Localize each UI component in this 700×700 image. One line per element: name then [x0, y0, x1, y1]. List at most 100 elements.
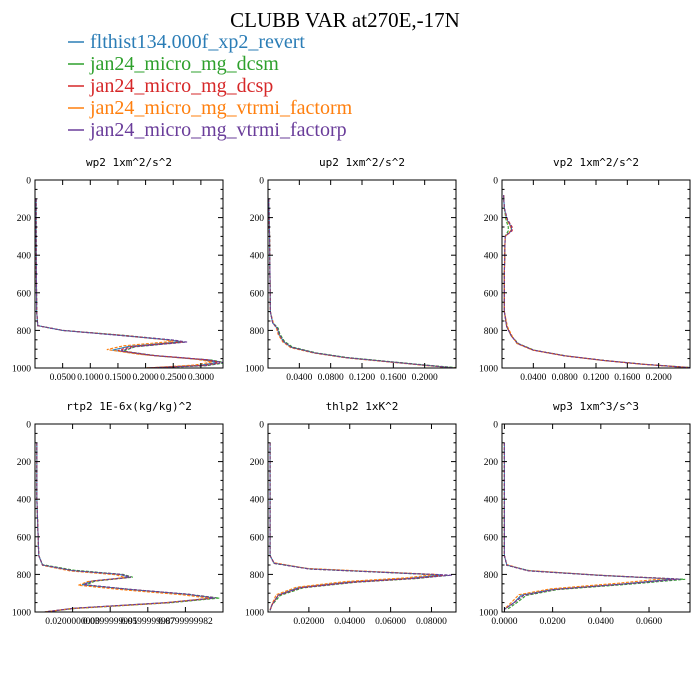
x-tick-label: 0.0800 [552, 373, 578, 383]
x-tick-label: 0.0800 [318, 373, 344, 383]
x-tick-label: 0.0400 [520, 373, 546, 383]
x-tick-label: 0.1200 [583, 373, 609, 383]
y-tick-label: 1000 [12, 365, 31, 375]
series-line-5 [269, 442, 452, 611]
y-tick-label: 400 [484, 252, 499, 262]
y-tick-label: 0 [259, 421, 264, 431]
series-line-3 [503, 442, 679, 610]
series-line-3 [269, 442, 446, 611]
y-tick-label: 1000 [245, 365, 264, 375]
x-tick-label: 0.0400 [588, 617, 614, 627]
panel-grid: wp2 1xm^2/s^2 0 200 400 600 800 1000 0.0500 0.10… [12, 156, 691, 627]
x-tick-label: 0.1600 [614, 373, 640, 383]
panel-title: wp2 1xm^2/s^2 [86, 156, 172, 169]
series-line-5 [35, 198, 223, 368]
series-line-4 [35, 198, 213, 368]
panel-title: wp3 1xm^3/s^3 [553, 400, 639, 413]
x-tick-label: 0.0000 [491, 617, 517, 627]
y-tick-label: 1000 [479, 609, 498, 619]
plot-frame [267, 179, 457, 369]
series-line-4 [268, 198, 456, 368]
y-tick-label: 200 [17, 458, 32, 468]
legend-entry: jan24_micro_mg_dcsm [89, 53, 279, 75]
y-tick-label: 200 [250, 214, 265, 224]
y-tick-label: 800 [17, 571, 32, 581]
series-line-4 [503, 195, 690, 368]
series-line-2 [503, 195, 690, 368]
series-group [503, 195, 690, 368]
plot-frame [34, 179, 224, 369]
series-line-3 [35, 198, 221, 368]
y-tick-label: 1000 [479, 365, 498, 375]
x-tick-label: 0.2500 [160, 373, 186, 383]
series-line-2 [35, 198, 223, 368]
x-tick-label: 0.1500 [105, 373, 131, 383]
y-tick-label: 600 [250, 533, 265, 543]
y-tick-label: 400 [17, 496, 32, 506]
series-group [268, 198, 456, 368]
y-tick-label: 0 [493, 177, 498, 187]
plot-frame [501, 423, 691, 613]
y-tick-label: 600 [484, 533, 499, 543]
legend: flthist134.000f_xp2_revertjan24_micro_mg… [68, 31, 353, 141]
series-line-3 [268, 198, 456, 368]
x-tick-label: 0.1600 [380, 373, 406, 383]
panel-title: vp2 1xm^2/s^2 [553, 156, 639, 169]
series-line-3 [503, 195, 690, 368]
x-tick-label: 0.2000 [412, 373, 438, 383]
series-line-1 [36, 442, 214, 612]
y-tick-label: 1000 [12, 609, 31, 619]
y-tick-label: 600 [17, 533, 32, 543]
legend-entry: jan24_micro_mg_vtrmi_factorp [89, 119, 347, 141]
panel-5: thlp2 1xK^2 0 200 400 600 800 1000 0.02000 0.040… [245, 400, 457, 627]
y-tick-label: 0 [26, 421, 31, 431]
x-tick-label: 0.3000 [188, 373, 214, 383]
plot-frame [267, 423, 457, 613]
panel-3: vp2 1xm^2/s^2 0 200 400 600 800 1000 0.0400 0.08… [479, 156, 691, 383]
panel-title: up2 1xm^2/s^2 [319, 156, 405, 169]
series-line-5 [503, 195, 690, 368]
y-tick-label: 200 [250, 458, 265, 468]
x-tick-label: 0.08000 [416, 617, 447, 627]
series-line-1 [503, 195, 690, 368]
figure-title: CLUBB VAR at270E,-17N [230, 8, 460, 32]
y-tick-label: 200 [484, 214, 499, 224]
series-line-1 [35, 198, 218, 368]
series-line-2 [36, 442, 220, 612]
y-tick-label: 0 [26, 177, 31, 187]
y-tick-label: 800 [250, 327, 265, 337]
panel-title: thlp2 1xK^2 [326, 400, 399, 413]
y-tick-label: 600 [17, 289, 32, 299]
y-tick-label: 1000 [245, 609, 264, 619]
series-line-5 [268, 198, 456, 368]
x-tick-label: 0.2000 [133, 373, 159, 383]
series-line-1 [269, 442, 442, 611]
y-tick-label: 0 [493, 421, 498, 431]
x-tick-label: 0.0600 [636, 617, 662, 627]
x-tick-label: 0.06000 [375, 617, 406, 627]
x-tick-label: 0.2000 [646, 373, 672, 383]
y-tick-label: 400 [484, 496, 499, 506]
series-line-4 [36, 442, 210, 612]
x-tick-label: 0.0400 [286, 373, 312, 383]
legend-entry: jan24_micro_mg_dcsp [89, 75, 273, 97]
series-group [269, 442, 452, 611]
series-line-4 [503, 442, 666, 610]
series-line-1 [268, 198, 456, 368]
x-tick-label: 0.0399999991 [83, 617, 138, 627]
series-line-2 [269, 442, 448, 611]
series-group [503, 442, 686, 611]
y-tick-label: 800 [17, 327, 32, 337]
x-tick-label: 0.02000 [293, 617, 324, 627]
plot-frame [501, 179, 691, 369]
x-tick-label: 0.1200 [349, 373, 375, 383]
panel-4: rtp2 1E-6x(kg/kg)^2 0 200 400 600 800 1000 0.02… [12, 400, 224, 627]
series-line-4 [269, 442, 436, 610]
y-tick-label: 200 [17, 214, 32, 224]
y-tick-label: 800 [484, 327, 499, 337]
panel-title: rtp2 1E-6x(kg/kg)^2 [66, 400, 192, 413]
x-tick-label: 0.0200 [540, 617, 566, 627]
series-line-5 [503, 442, 681, 610]
